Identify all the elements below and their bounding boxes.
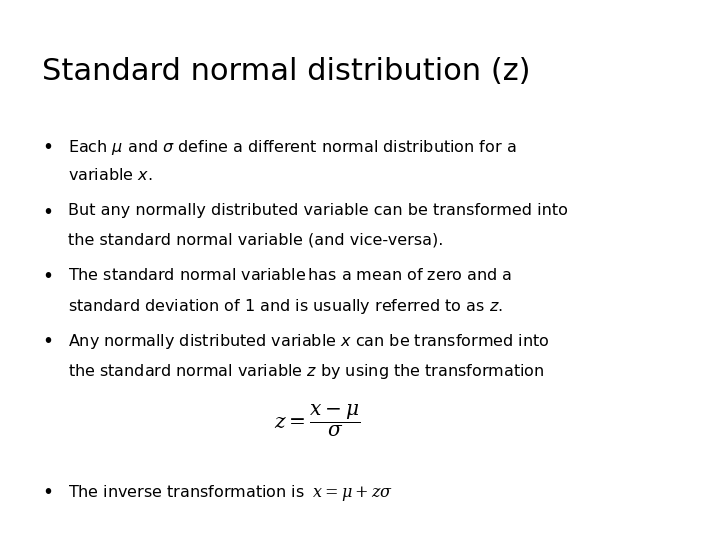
Text: •: • bbox=[42, 138, 53, 157]
Text: •: • bbox=[42, 332, 53, 351]
Text: •: • bbox=[42, 202, 53, 221]
Text: Any normally distributed variable $x$ can be transformed into: Any normally distributed variable $x$ ca… bbox=[68, 332, 550, 351]
Text: Each $\mu$ and $\sigma$ define a different normal distribution for a: Each $\mu$ and $\sigma$ define a differe… bbox=[68, 138, 517, 157]
Text: the standard normal variable $z$ by using the transformation: the standard normal variable $z$ by usin… bbox=[68, 362, 545, 381]
Text: The inverse transformation is $\;x = \mu + z\sigma$: The inverse transformation is $\;x = \mu… bbox=[68, 483, 393, 503]
Text: variable $x$.: variable $x$. bbox=[68, 167, 153, 184]
Text: Standard normal distribution (z): Standard normal distribution (z) bbox=[42, 57, 530, 86]
Text: •: • bbox=[42, 267, 53, 286]
Text: $z = \dfrac{x-\mu}{\sigma}$: $z = \dfrac{x-\mu}{\sigma}$ bbox=[274, 402, 360, 438]
Text: standard deviation of 1 and is usually referred to as $z$.: standard deviation of 1 and is usually r… bbox=[68, 297, 503, 316]
Text: But any normally distributed variable can be transformed into: But any normally distributed variable ca… bbox=[68, 202, 568, 218]
Text: •: • bbox=[42, 483, 53, 502]
Text: The standard normal variable$\!$ has a mean of zero and a: The standard normal variable$\!$ has a m… bbox=[68, 267, 513, 284]
Text: the standard normal variable (and vice-versa).: the standard normal variable (and vice-v… bbox=[68, 232, 444, 247]
